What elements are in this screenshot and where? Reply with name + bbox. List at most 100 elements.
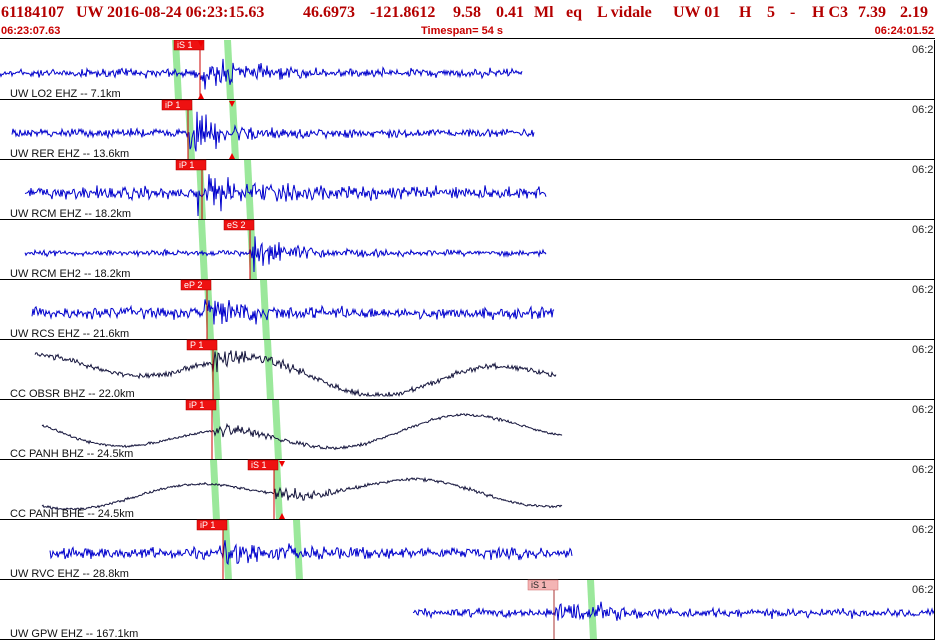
event-summary-line: 61184107 UW 2016-08-24 06:23:15.63 46.69… [0,2,935,24]
event-datetime: 2016-08-24 06:23:15.63 [107,4,265,21]
phase-pick-flag[interactable] [185,399,217,411]
phase-pick-label: iS 1 [251,460,267,470]
phase-pick-flag[interactable] [223,219,255,231]
trace-time-label: 06:2 [912,104,933,116]
pick-marker-bottom [198,93,204,99]
header-divider [0,38,935,39]
station-label: UW RCM EH2 -- 18.2km [10,268,130,280]
event-network: UW [76,4,104,21]
event-id: 61184107 [1,4,65,21]
trace-row[interactable]: iP 1 UW RER EHZ -- 13.6km 06:2 [0,99,935,160]
window-timespan: Timespan= 54 s [421,25,504,37]
phase-pick-label: iP 1 [200,520,215,530]
pick-marker-top [229,101,235,107]
pick-window-band [224,40,234,100]
waveform-line [0,58,523,90]
trace-time-label: 06:2 [912,344,933,356]
pick-window-band [293,520,303,580]
event-flag-2: H C3 [812,4,848,21]
waveform-line [49,540,573,566]
phase-pick-label: eP 2 [184,280,202,290]
phase-pick-label: eS 2 [227,220,246,230]
event-analyst: L vidale [597,4,652,21]
pick-window-band [273,460,283,520]
event-value-1: 7.39 [858,4,886,21]
trace-row[interactable]: iP 1 UW RVC EHZ -- 28.8km 06:2 [0,519,935,580]
waveform-line [41,476,563,512]
event-depth: 9.58 [453,4,481,21]
phase-pick-label: P 1 [190,340,203,350]
waveform-line [412,601,935,621]
phase-pick-label: iS 1 [531,580,547,590]
seismogram-panel[interactable]: iS 1 UW LO2 EHZ -- 7.1km 06:2 iP 1 UW RER EH… [0,40,935,640]
trace-time-label: 06:2 [912,224,933,236]
pick-marker-bottom [229,153,235,159]
event-magnitude-type: Ml [534,4,554,21]
event-magnitude: 0.41 [496,4,524,21]
station-label: UW LO2 EHZ -- 7.1km [10,88,121,100]
pick-marker-top [279,461,285,467]
pick-window-band [198,220,208,280]
trace-row[interactable]: iS 1 CC PANH BHE -- 24.5km 06:2 [0,459,935,520]
pick-window-band [264,340,274,400]
station-label: UW RER EHZ -- 13.6km [10,148,129,160]
trace-row[interactable]: eS 2 UW RCM EH2 -- 18.2km 06:2 [0,219,935,280]
trace-row[interactable]: iS 1 UW LO2 EHZ -- 7.1km 06:2 [0,40,935,100]
pick-window-band [222,520,232,580]
trace-time-label: 06:2 [912,464,933,476]
phase-pick-label: iP 1 [179,160,194,170]
trace-time-label: 06:2 [912,284,933,296]
event-latitude: 46.6973 [303,4,355,21]
phase-pick-label: iS 1 [177,40,193,50]
trace-row[interactable]: P 1 CC OBSR BHZ -- 22.0km 06:2 [0,339,935,400]
trace-row[interactable]: eP 2 UW RCS EHZ -- 21.6km 06:2 [0,279,935,340]
trace-row[interactable]: iP 1 CC PANH BHZ -- 24.5km 06:2 [0,399,935,460]
phase-pick-flag[interactable] [173,40,205,51]
phase-pick-flag[interactable] [196,519,228,531]
station-label: UW RVC EHZ -- 28.8km [10,568,129,580]
station-label: UW RCS EHZ -- 21.6km [10,328,129,340]
trace-row[interactable]: iS 1 UW GPW EHZ -- 167.1km 06:2 [0,579,935,640]
phase-pick-flag[interactable] [180,279,212,291]
window-start-time: 06:23:07.63 [1,25,61,37]
event-type: eq [566,4,582,21]
time-window-line: 06:23:07.63 Timespan= 54 s 06:24:01.52 [0,24,935,38]
event-count: 5 [767,4,775,21]
trace-time-label: 06:2 [912,44,933,56]
trace-row[interactable]: iP 1 UW RCM EHZ -- 18.2km 06:2 [0,159,935,220]
event-header: 61184107 UW 2016-08-24 06:23:15.63 46.69… [0,0,935,40]
trace-time-label: 06:2 [912,524,933,536]
pick-window-band [587,580,597,640]
station-label: CC OBSR BHZ -- 22.0km [10,388,135,400]
event-value-2: 2.19 [900,4,928,21]
pick-window-band [172,40,182,100]
trace-time-label: 06:2 [912,404,933,416]
phase-pick-flag[interactable] [247,459,279,471]
phase-pick-label: iP 1 [189,400,204,410]
phase-pick-flag[interactable] [186,339,218,351]
waveform-line [11,111,535,152]
phase-pick-label: iP 1 [165,100,180,110]
phase-pick-flag[interactable] [175,159,207,171]
waveform-line [24,174,547,217]
phase-pick-flag[interactable] [161,99,193,111]
phase-pick-flag[interactable] [527,579,559,591]
pick-window-band [260,280,270,340]
event-dash: - [790,4,796,21]
station-label: UW RCM EHZ -- 18.2km [10,208,131,220]
station-label: UW GPW EHZ -- 167.1km [10,628,138,640]
event-flag-1: H [739,4,752,21]
trace-time-label: 06:2 [912,584,933,596]
event-longitude: -121.8612 [370,4,436,21]
waveform-line [34,350,557,398]
pick-marker-bottom [279,513,285,519]
station-label: CC PANH BHZ -- 24.5km [10,448,133,460]
waveform-line [41,413,563,451]
pick-marker-top [198,41,204,47]
pick-window-band [210,460,220,520]
trace-time-label: 06:2 [912,164,933,176]
event-source: UW 01 [673,4,721,21]
window-end-time: 06:24:01.52 [874,25,934,37]
pick-window-band [244,160,254,220]
waveform-line [24,236,547,273]
